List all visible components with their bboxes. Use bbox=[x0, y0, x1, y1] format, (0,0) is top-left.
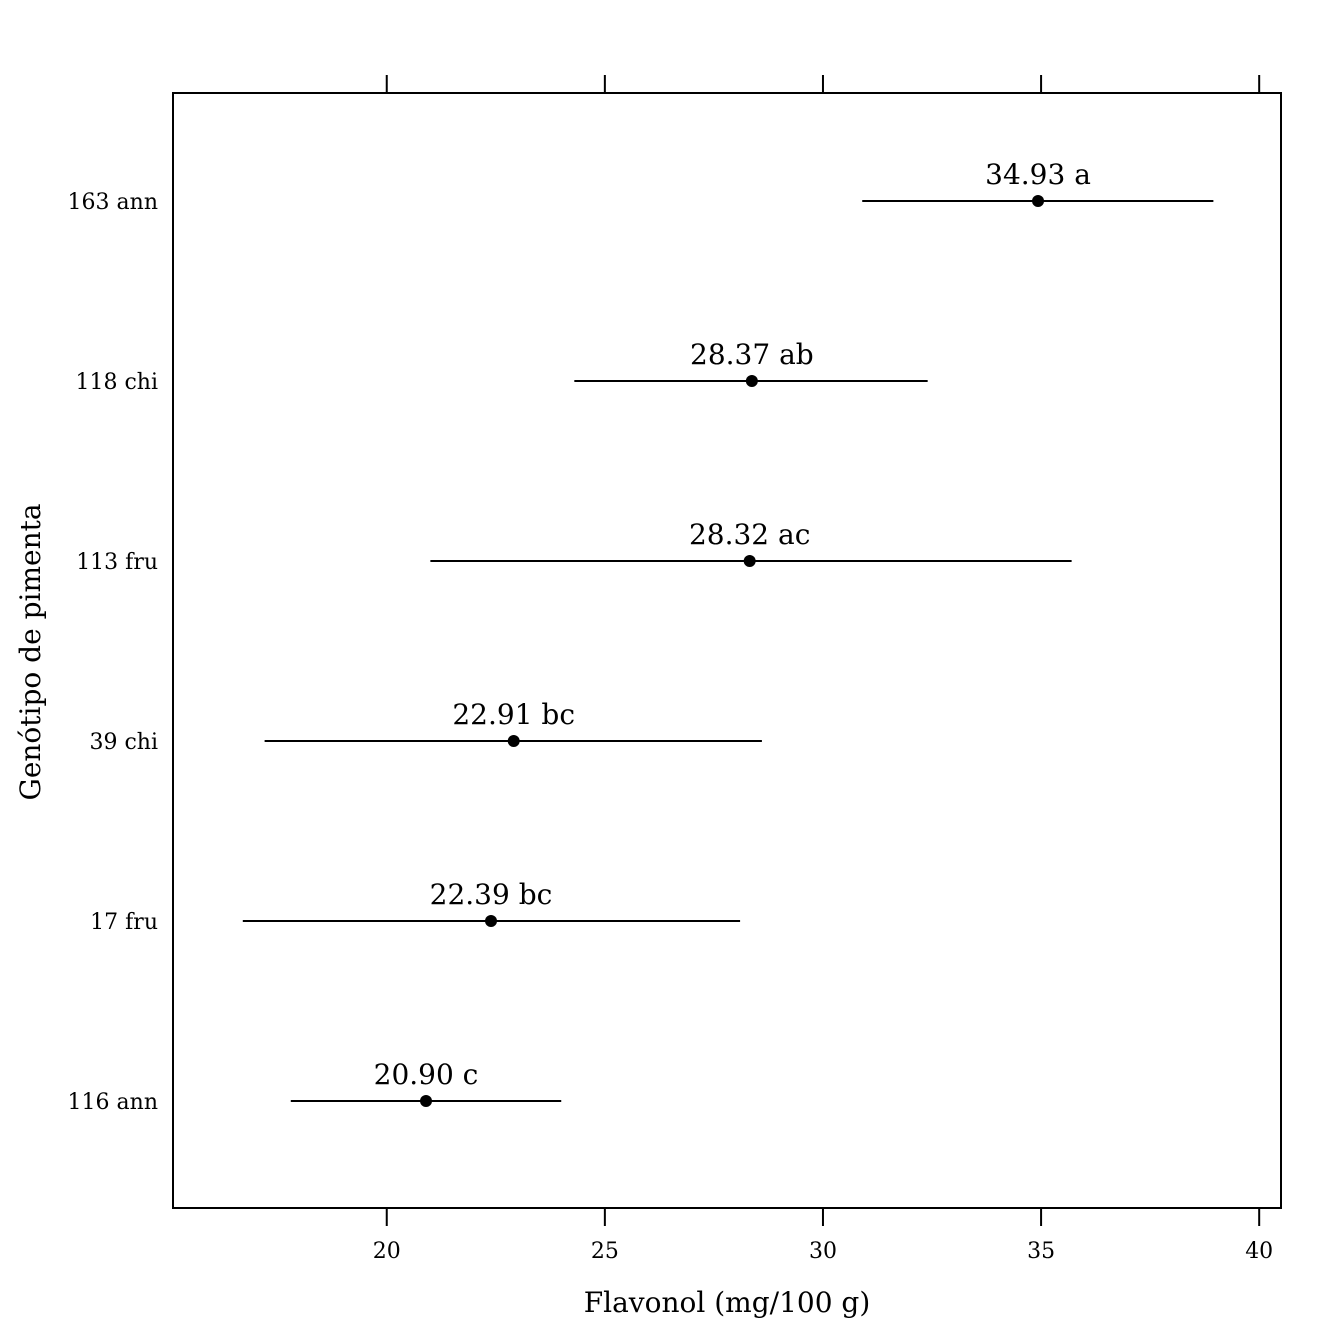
category-label: 163 ann bbox=[68, 190, 158, 215]
point-label: 22.39 bc bbox=[430, 878, 553, 911]
data-point bbox=[743, 555, 756, 567]
x-tick-label: 30 bbox=[809, 1239, 837, 1264]
category-label: 113 fru bbox=[76, 550, 158, 575]
x-axis-title: Flavonol (mg/100 g) bbox=[584, 1286, 871, 1319]
point-value-labels: 34.93 a 28.37 ab 28.32 ac 22.91 bc 22.39 bc 2… bbox=[374, 158, 1091, 1091]
bottom-axis-ticks bbox=[385, 1208, 1261, 1226]
point-label: 28.37 ab bbox=[690, 338, 814, 371]
x-axis-tick-labels: 20 25 30 35 40 bbox=[373, 1239, 1273, 1264]
category-label: 116 ann bbox=[68, 1090, 158, 1115]
x-tick-label: 20 bbox=[373, 1239, 401, 1264]
point-label: 34.93 a bbox=[985, 158, 1091, 191]
x-tick-label: 35 bbox=[1027, 1239, 1055, 1264]
data-points bbox=[420, 195, 1045, 1107]
data-point bbox=[420, 1095, 433, 1107]
top-axis-ticks bbox=[385, 75, 1261, 93]
x-tick-label: 25 bbox=[591, 1239, 619, 1264]
data-point bbox=[485, 915, 498, 927]
point-label: 28.32 ac bbox=[689, 518, 810, 551]
y-axis-category-labels: 163 ann 118 chi 113 fru 39 chi 17 fru 116 ann bbox=[68, 190, 158, 1115]
category-label: 39 chi bbox=[89, 730, 158, 755]
y-axis-title: Genótipo de pimenta bbox=[14, 503, 47, 800]
plot-frame bbox=[172, 92, 1282, 1209]
category-label: 17 fru bbox=[90, 910, 158, 935]
category-label: 118 chi bbox=[75, 370, 158, 395]
data-point bbox=[1032, 195, 1045, 207]
point-label: 22.91 bc bbox=[452, 698, 575, 731]
interval-lines bbox=[242, 200, 1214, 1102]
data-point bbox=[507, 735, 520, 747]
data-point bbox=[745, 375, 758, 387]
x-tick-label: 40 bbox=[1245, 1239, 1273, 1264]
point-label: 20.90 c bbox=[374, 1058, 479, 1091]
